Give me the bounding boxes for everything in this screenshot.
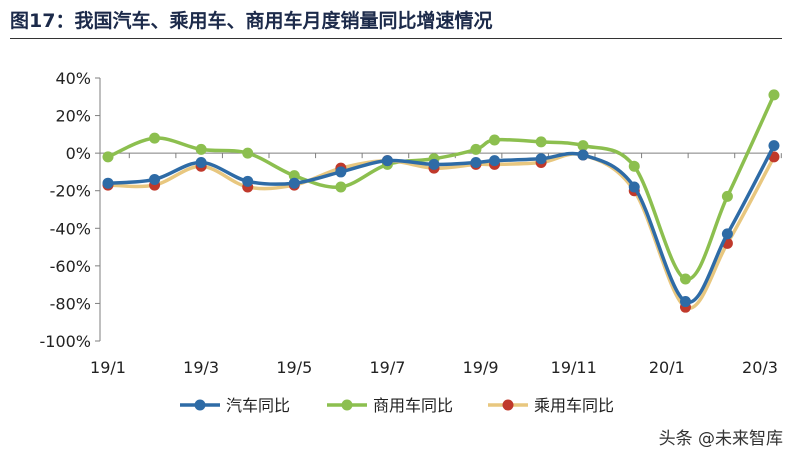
- y-tick-label: 20%: [55, 107, 91, 126]
- data-point-s1-8: [470, 143, 482, 155]
- data-point-s0-15: [768, 140, 780, 152]
- data-point-s1-1: [149, 132, 161, 144]
- data-point-s1-11: [577, 140, 589, 152]
- legend-marker-1: [341, 399, 353, 411]
- x-tick-label: 19/5: [276, 358, 312, 377]
- data-point-s0-3: [242, 175, 254, 187]
- x-tick-label: 19/11: [551, 358, 597, 377]
- data-point-s0-9: [489, 155, 501, 167]
- data-point-s0-1: [149, 173, 161, 185]
- data-point-s0-12: [628, 181, 640, 193]
- y-tick-label: -40%: [50, 219, 91, 238]
- data-point-s1-12: [628, 160, 640, 172]
- data-point-s1-3: [242, 147, 254, 159]
- data-point-s1-10: [535, 136, 547, 148]
- data-point-s0-11: [577, 149, 589, 161]
- data-point-s0-14: [721, 228, 733, 240]
- title-divider: [10, 38, 782, 39]
- x-tick-label: 20/3: [742, 358, 778, 377]
- data-point-s1-4: [288, 170, 300, 182]
- y-tick-label: -80%: [50, 294, 91, 313]
- y-tick-label: 40%: [55, 69, 91, 88]
- x-tick-label: 19/1: [90, 358, 126, 377]
- legend-marker-0: [194, 399, 206, 411]
- data-point-s0-5: [335, 166, 347, 178]
- data-point-s0-4: [288, 177, 300, 189]
- y-tick-label: -100%: [39, 332, 91, 351]
- data-point-s1-13: [679, 273, 691, 285]
- data-point-s0-2: [195, 157, 207, 169]
- data-point-s0-8: [470, 157, 482, 169]
- data-point-s0-10: [535, 153, 547, 165]
- y-tick-label: -20%: [50, 182, 91, 201]
- watermark: 头条 @未来智库: [658, 429, 783, 449]
- data-point-s1-2: [195, 143, 207, 155]
- figure-title: 图17：我国汽车、乘用车、商用车月度销量同比增速情况: [10, 10, 493, 32]
- data-point-s0-0: [102, 177, 114, 189]
- y-tick-label: -60%: [50, 257, 91, 276]
- data-point-s1-14: [721, 190, 733, 202]
- y-tick-label: 0%: [66, 144, 91, 163]
- x-tick-label: 19/3: [183, 358, 219, 377]
- x-tick-label: 19/9: [463, 358, 499, 377]
- legend-label-1: 商用车同比: [373, 396, 453, 415]
- legend-label-2: 乘用车同比: [534, 396, 614, 415]
- data-point-s1-9: [489, 134, 501, 146]
- data-point-s0-6: [381, 155, 393, 167]
- data-point-s0-7: [428, 158, 440, 170]
- data-point-s1-5: [335, 181, 347, 193]
- legend-marker-2: [502, 399, 514, 411]
- legend-label-0: 汽车同比: [226, 396, 290, 415]
- data-point-s1-15: [768, 89, 780, 101]
- series-line-1: [106, 93, 776, 281]
- x-tick-label: 19/7: [369, 358, 405, 377]
- x-tick-label: 20/1: [649, 358, 685, 377]
- data-point-s1-0: [102, 151, 114, 163]
- data-point-s0-13: [679, 296, 691, 308]
